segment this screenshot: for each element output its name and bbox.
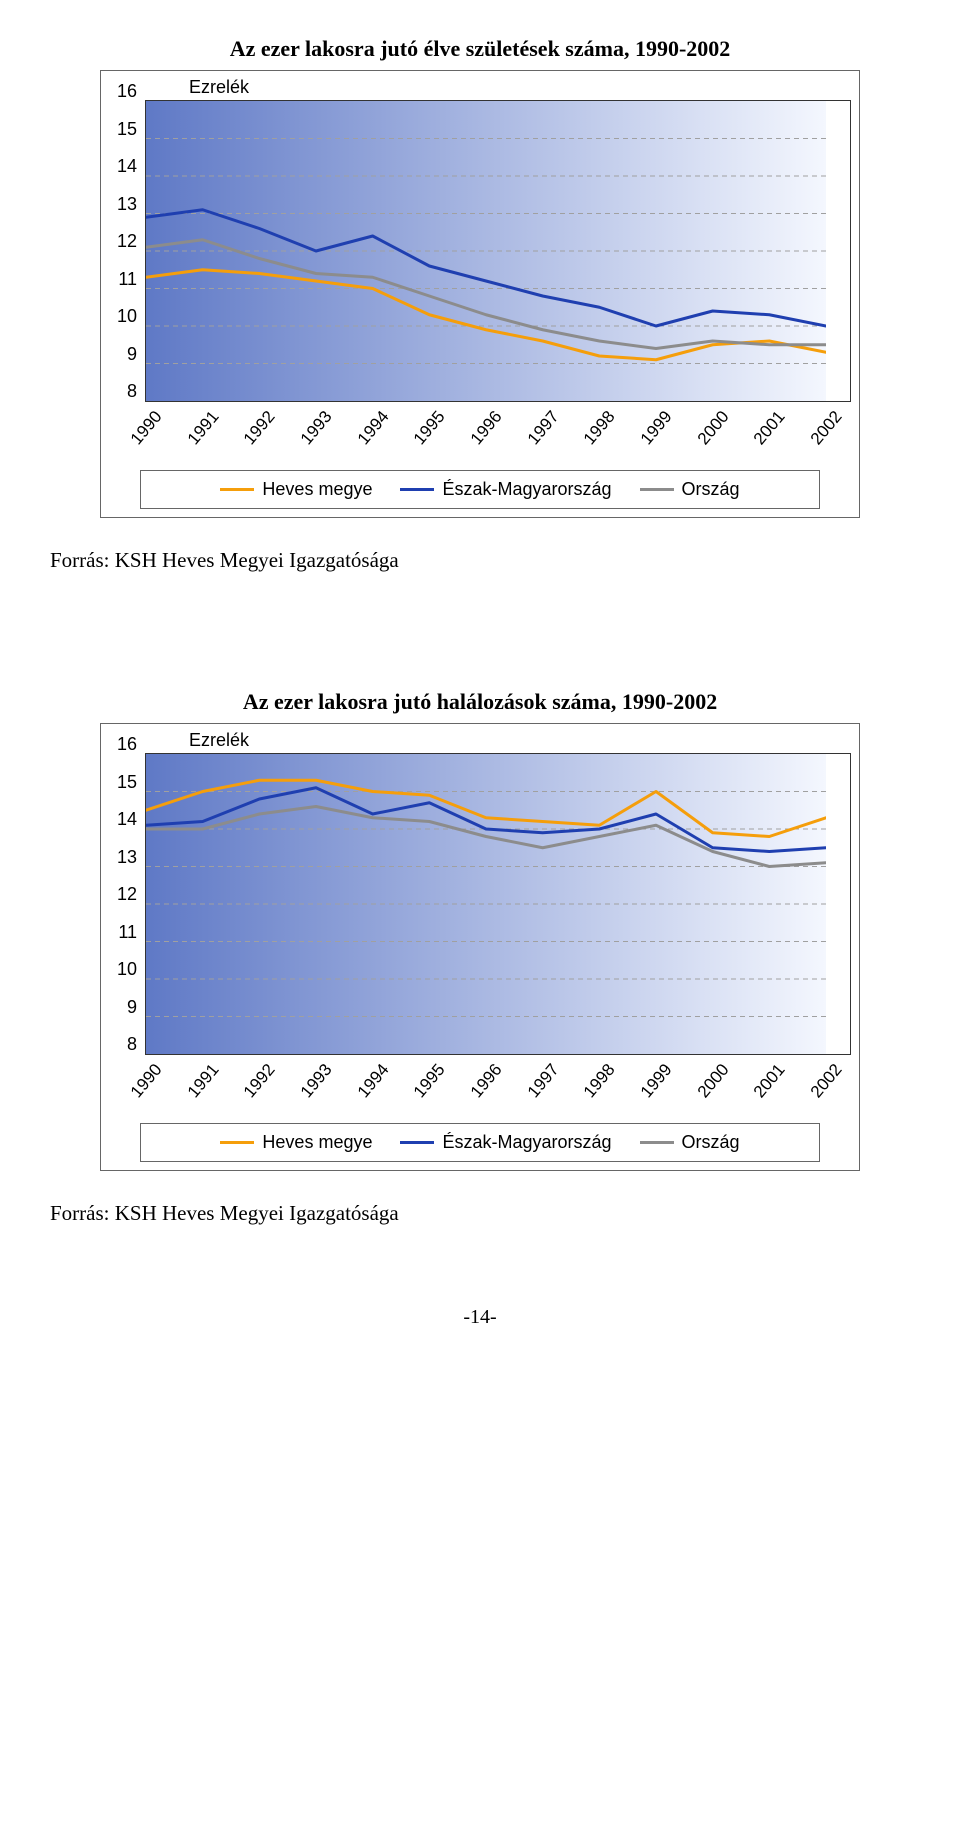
x-tick-label: 2000 [693,1060,733,1102]
page-number: -14- [50,1306,910,1329]
legend-item: Észak-Magyarország [400,479,611,500]
y-axis-ticks: 8910111213141516 [109,100,145,400]
legend-item: Észak-Magyarország [400,1132,611,1153]
legend-item: Ország [640,1132,740,1153]
legend-swatch [640,1141,674,1144]
plot-row: 8910111213141516 [109,100,851,402]
y-axis-unit-label: Ezrelék [189,730,851,751]
legend-item: Heves megye [220,1132,372,1153]
x-tick-label: 1994 [353,1060,393,1102]
x-tick-label: 1999 [637,1060,677,1102]
x-tick-label: 1996 [467,1060,507,1102]
x-tick-label: 2001 [750,1060,790,1102]
x-tick-label: 2000 [693,407,733,449]
legend-label: Heves megye [262,479,372,500]
x-tick-label: 1997 [523,1060,563,1102]
x-tick-label: 1998 [580,1060,620,1102]
chart-panel: Ezrelék 8910111213141516 1990 1991 1992 199… [100,70,860,518]
legend-swatch [400,488,434,491]
plot-row: 8910111213141516 [109,753,851,1055]
x-tick-label: 1995 [410,1060,450,1102]
source-text: Forrás: KSH Heves Megyei Igazgatósága [50,1201,910,1226]
legend-swatch [400,1141,434,1144]
x-tick-label: 2002 [807,1060,847,1102]
x-tick-label: 1991 [183,1060,223,1102]
x-tick-label: 1993 [297,1060,337,1102]
x-tick-label: 2001 [750,407,790,449]
spacer [50,583,910,673]
x-tick-label: 1994 [353,407,393,449]
x-tick-label: 1998 [580,407,620,449]
x-tick-label: 2002 [807,407,847,449]
x-tick-label: 1996 [467,407,507,449]
x-tick-label: 1999 [637,407,677,449]
legend-swatch [640,488,674,491]
chart-panel: Ezrelék 8910111213141516 1990 1991 1992 199… [100,723,860,1171]
y-axis-ticks: 8910111213141516 [109,753,145,1053]
x-tick-label: 1992 [240,407,280,449]
page-root: Az ezer lakosra jutó élve születések szá… [0,0,960,1389]
legend-swatch [220,1141,254,1144]
chart-title: Az ezer lakosra jutó élve születések szá… [50,36,910,62]
plot-area [145,100,851,402]
x-tick-label: 1997 [523,407,563,449]
source-text: Forrás: KSH Heves Megyei Igazgatósága [50,548,910,573]
chart-svg [146,754,826,1054]
chart-legend: Heves megye Észak-Magyarország Ország [140,470,820,509]
x-tick-label: 1993 [297,407,337,449]
y-axis-unit-label: Ezrelék [189,77,851,98]
legend-label: Ország [682,479,740,500]
legend-label: Észak-Magyarország [442,479,611,500]
x-tick-label: 1995 [410,407,450,449]
chart-svg [146,101,826,401]
x-tick-label: 1990 [127,407,167,449]
legend-item: Heves megye [220,479,372,500]
legend-label: Észak-Magyarország [442,1132,611,1153]
legend-label: Heves megye [262,1132,372,1153]
x-tick-label: 1992 [240,1060,280,1102]
chart-title: Az ezer lakosra jutó halálozások száma, … [50,689,910,715]
legend-item: Ország [640,479,740,500]
x-axis-ticks: 1990199119921993199419951996199719981999… [145,1055,825,1115]
legend-label: Ország [682,1132,740,1153]
chart-legend: Heves megye Észak-Magyarország Ország [140,1123,820,1162]
x-tick-label: 1991 [183,407,223,449]
plot-area [145,753,851,1055]
legend-swatch [220,488,254,491]
x-axis-ticks: 1990199119921993199419951996199719981999… [145,402,825,462]
x-tick-label: 1990 [127,1060,167,1102]
